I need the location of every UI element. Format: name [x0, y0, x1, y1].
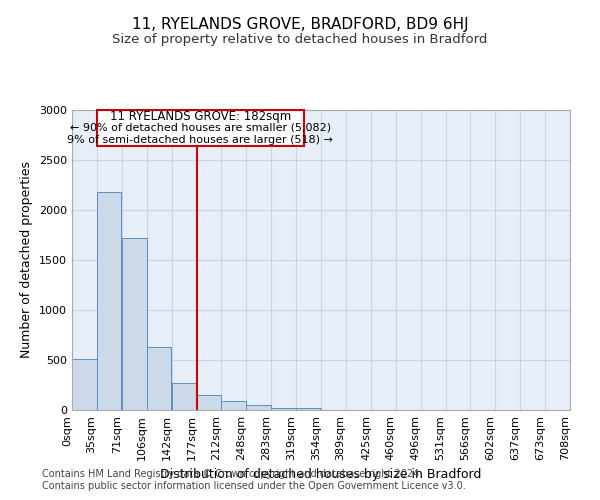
Text: ← 90% of detached houses are smaller (5,082): ← 90% of detached houses are smaller (5,… [70, 123, 331, 133]
X-axis label: Distribution of detached houses by size in Bradford: Distribution of detached houses by size … [160, 468, 482, 481]
Text: 11 RYELANDS GROVE: 182sqm: 11 RYELANDS GROVE: 182sqm [110, 110, 291, 122]
Text: 11, RYELANDS GROVE, BRADFORD, BD9 6HJ: 11, RYELANDS GROVE, BRADFORD, BD9 6HJ [131, 18, 469, 32]
Bar [221, 400, 246, 410]
Bar [197, 395, 221, 410]
Bar [97, 192, 121, 410]
Y-axis label: Number of detached properties: Number of detached properties [20, 162, 34, 358]
FancyBboxPatch shape [97, 110, 304, 146]
Text: Contains public sector information licensed under the Open Government Licence v3: Contains public sector information licen… [42, 481, 466, 491]
Bar [172, 383, 197, 410]
Bar [146, 347, 171, 410]
Bar [247, 405, 271, 410]
Bar [122, 238, 146, 410]
Bar [296, 408, 321, 410]
Bar [72, 359, 97, 410]
Text: 9% of semi-detached houses are larger (518) →: 9% of semi-detached houses are larger (5… [67, 135, 334, 145]
Text: Size of property relative to detached houses in Bradford: Size of property relative to detached ho… [112, 32, 488, 46]
Text: Contains HM Land Registry data © Crown copyright and database right 2024.: Contains HM Land Registry data © Crown c… [42, 469, 422, 479]
Bar [271, 408, 296, 410]
